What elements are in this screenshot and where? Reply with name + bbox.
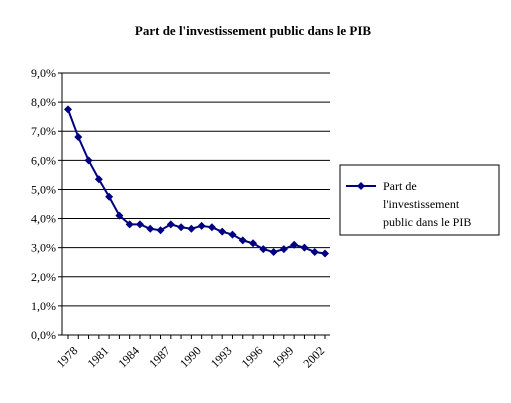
grid-lines (58, 72, 330, 339)
y-tick-label: 0,0% (31, 328, 56, 342)
data-point (84, 156, 93, 165)
y-tick-label: 2,0% (31, 270, 56, 284)
data-point (290, 240, 299, 249)
y-tick-label: 4,0% (31, 212, 56, 226)
data-point (269, 248, 278, 257)
x-tick-label: 1987 (146, 344, 173, 371)
x-tick-label: 2002 (300, 344, 327, 371)
data-point (207, 223, 216, 232)
data-point (321, 249, 329, 258)
data-point (105, 192, 114, 201)
legend-label-line-3: public dans le PIB (383, 215, 471, 229)
y-tick-label: 8,0% (31, 95, 56, 109)
data-point (228, 230, 237, 239)
x-tick-label: 1981 (84, 344, 111, 371)
data-point (115, 211, 124, 220)
data-point (74, 133, 83, 142)
data-point (135, 220, 144, 229)
y-tick-label: 1,0% (31, 299, 56, 313)
axes (61, 73, 330, 336)
chart-title: Part de l'investissement public dans le … (135, 23, 372, 38)
legend-box (339, 164, 500, 236)
data-point (279, 245, 288, 254)
legend-label-line-2: l'investissement (383, 197, 460, 211)
data-point (166, 220, 175, 229)
y-tick-label: 3,0% (31, 241, 56, 255)
x-tick-label: 1990 (177, 344, 204, 371)
x-tick-label: 1984 (115, 344, 142, 371)
legend-marker (357, 182, 365, 190)
data-point (187, 224, 196, 233)
data-point (156, 226, 165, 235)
y-tick-label: 7,0% (31, 124, 56, 138)
y-tick-label: 5,0% (31, 182, 56, 196)
data-point (197, 221, 206, 230)
data-point (259, 245, 268, 254)
data-point (146, 224, 155, 233)
data-point (125, 220, 134, 229)
data-point (94, 175, 103, 184)
series-group (64, 105, 329, 258)
data-point (177, 223, 186, 232)
data-point (218, 227, 227, 236)
x-tick-label: 1999 (269, 344, 296, 371)
y-tick-labels: 0,0% 1,0% 2,0% 3,0% 4,0% 5,0% 6,0% 7,0% 8,0% 9,0% (31, 66, 56, 342)
x-tick-label: 1996 (239, 344, 266, 371)
legend: Part de l'investissement public dans le … (339, 164, 500, 236)
data-point (238, 236, 247, 245)
data-point (249, 239, 258, 248)
data-point (310, 248, 319, 257)
data-point (64, 105, 72, 114)
x-tick-labels: 1978 1981 1984 1987 1990 1993 1996 1999 2002 (54, 344, 328, 371)
legend-label-line-1: Part de (383, 179, 417, 193)
data-point (300, 243, 309, 252)
y-tick-label: 6,0% (31, 153, 56, 167)
y-tick-label: 9,0% (31, 66, 56, 80)
x-tick-label: 1978 (54, 344, 81, 371)
x-tick-label: 1993 (208, 344, 235, 371)
